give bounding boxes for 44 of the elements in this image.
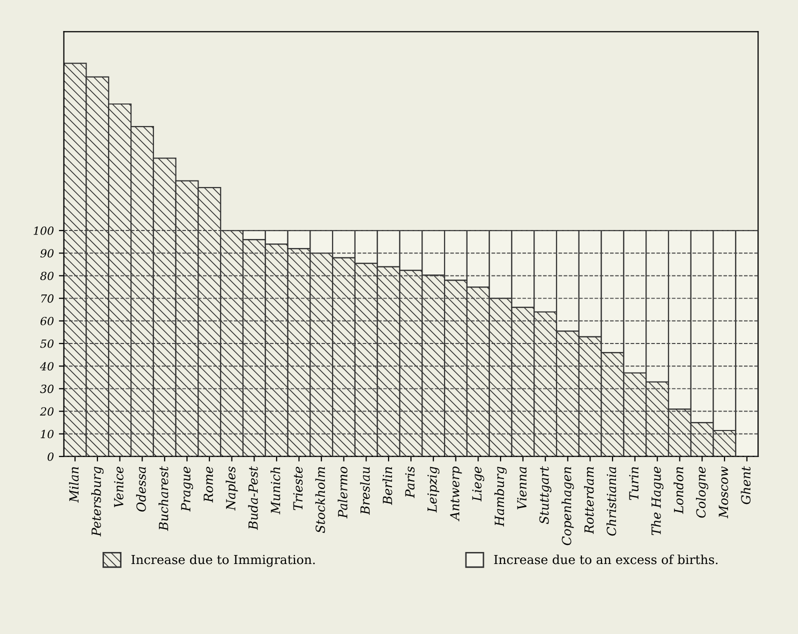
x-tick-label: Palermo bbox=[338, 466, 348, 518]
y-tick-label: 20 bbox=[40, 407, 54, 416]
x-tick-label: Buda-Pest bbox=[248, 466, 258, 530]
x-tick-label: Vienna bbox=[517, 467, 527, 510]
y-tick-label: 70 bbox=[41, 294, 54, 303]
x-tick-label: Hamburg bbox=[494, 466, 507, 527]
x-tick-label: Turin bbox=[629, 467, 639, 500]
x-tick-label: Petersburg bbox=[91, 466, 104, 536]
x-tick-label: The Hague bbox=[651, 466, 664, 536]
x-tick-label: Stuttgart bbox=[539, 466, 552, 524]
x-tick-label: London bbox=[674, 467, 684, 514]
x-tick-label: Ghent bbox=[740, 466, 751, 504]
y-tick-label: 100 bbox=[34, 226, 54, 235]
x-tick-label: Copenhagen bbox=[562, 467, 574, 546]
x-tick-label: Venice bbox=[114, 466, 124, 508]
x-tick-label: Antwerp bbox=[450, 466, 462, 522]
y-tick-label: 50 bbox=[40, 339, 54, 348]
y-tick-label: 0 bbox=[48, 452, 54, 461]
legend-label: Increase due to an excess of births. bbox=[494, 554, 718, 564]
y-tick-label: 80 bbox=[40, 272, 54, 280]
y-tick-label: 90 bbox=[40, 249, 54, 258]
x-tick-label: Liege bbox=[472, 466, 484, 502]
x-tick-label: Munich bbox=[270, 467, 280, 514]
x-tick-label: Breslau bbox=[360, 467, 370, 515]
x-tick-label: Rome bbox=[204, 466, 214, 503]
x-tick-label: Paris bbox=[405, 466, 415, 498]
y-tick-label: 10 bbox=[40, 430, 54, 438]
y-tick-label: 40 bbox=[40, 362, 54, 370]
x-tick-label: Moscow bbox=[718, 466, 728, 518]
x-tick-label: Christiania bbox=[606, 467, 616, 536]
x-tick-label: Leipzig bbox=[427, 466, 440, 513]
x-tick-label: Berlin bbox=[382, 467, 392, 505]
x-tick-label: Trieste bbox=[293, 466, 303, 510]
x-tick-label: Odessa bbox=[136, 467, 146, 512]
x-tick-label: Stockholm bbox=[315, 467, 326, 533]
y-tick-label: 60 bbox=[40, 316, 54, 326]
x-tick-label: Milan bbox=[68, 467, 79, 503]
x-tick-label: Cologne bbox=[696, 466, 708, 518]
legend-label: Increase due to Immigration. bbox=[131, 554, 315, 567]
x-tick-label: Prague bbox=[181, 466, 194, 512]
x-tick-label: Bucharest bbox=[158, 466, 168, 531]
x-tick-label: Rotterdam bbox=[584, 467, 594, 534]
x-tick-label: Naples bbox=[226, 466, 238, 511]
y-tick-label: 30 bbox=[40, 384, 54, 394]
